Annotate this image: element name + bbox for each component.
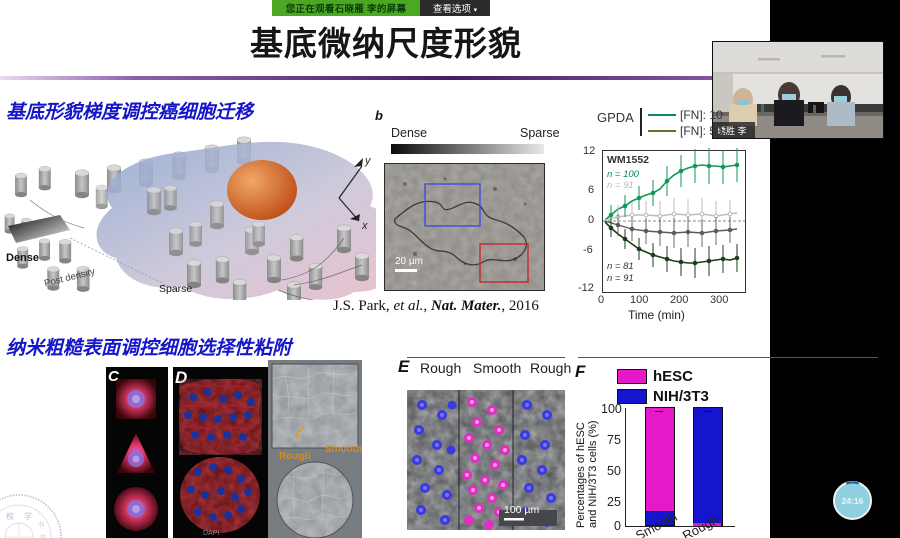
svg-text:Dense: Dense [6, 252, 39, 264]
svg-text:n = 81: n = 81 [607, 261, 634, 272]
svg-text:馆: 馆 [40, 534, 46, 538]
svg-text:100 µm: 100 µm [504, 504, 539, 516]
svg-text:n = 91: n = 91 [607, 273, 634, 284]
svg-text:Sparse: Sparse [159, 283, 192, 295]
svg-text:n = 91: n = 91 [607, 180, 634, 191]
svg-text:DAPI: DAPI [203, 530, 219, 537]
svg-text:20 µm: 20 µm [395, 256, 423, 267]
svg-text:权: 权 [6, 511, 14, 521]
svg-text:Rough: Rough [279, 451, 311, 462]
svg-text:x: x [361, 220, 368, 232]
svg-text:书: 书 [38, 521, 44, 529]
svg-text:n = 100: n = 100 [607, 169, 640, 180]
svg-text:y: y [364, 155, 372, 167]
svg-text:Smooth: Smooth [325, 444, 362, 455]
svg-text:WM1552: WM1552 [607, 154, 649, 166]
svg-text:学: 学 [24, 511, 32, 521]
